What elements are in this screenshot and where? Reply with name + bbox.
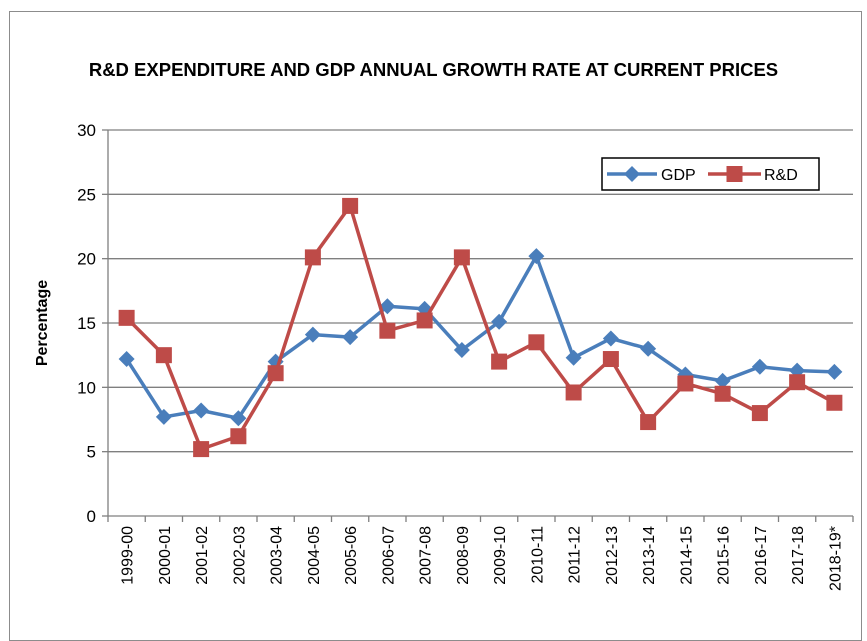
y-tick-label: 30	[77, 121, 96, 140]
data-point-rd	[155, 347, 172, 364]
data-point-gdp	[342, 329, 359, 346]
y-axis-label: Percentage	[34, 280, 51, 366]
data-point-rd	[453, 249, 470, 266]
data-point-rd	[789, 374, 806, 391]
x-tick-label: 2014-15	[678, 526, 695, 585]
data-point-rd	[342, 197, 359, 214]
x-tick-label: 2011-12	[567, 526, 584, 584]
x-tick-label: 2015-16	[716, 526, 733, 585]
series	[118, 197, 843, 458]
x-tick-label: 2001-02	[194, 526, 211, 585]
data-point-gdp	[491, 313, 508, 330]
series-line-rd	[125, 204, 836, 451]
data-point-gdp	[826, 363, 843, 380]
data-point-gdp	[602, 330, 619, 347]
y-tick-label: 15	[77, 314, 96, 333]
legend-item-rd: R&D	[708, 166, 798, 184]
x-tick-label: 2008-09	[455, 526, 472, 585]
x-tick-label: 2010-11	[529, 526, 546, 584]
data-point-rd	[826, 394, 843, 411]
data-point-gdp	[714, 372, 731, 389]
x-tick-label: 2004-05	[306, 526, 323, 585]
data-point-rd	[379, 322, 396, 339]
data-point-gdp	[751, 358, 768, 375]
data-point-gdp	[155, 408, 172, 425]
data-point-gdp	[230, 410, 247, 427]
data-point-rd	[118, 309, 135, 326]
x-tick-labels: 1999-00 2000-01 2001-02 2002-03 2003-04 2004-…	[120, 526, 845, 591]
x-tick-label: 1999-00	[120, 526, 137, 585]
chart-title: R&D EXPENDITURE AND GDP ANNUAL GROWTH RA…	[88, 59, 779, 80]
legend-label-rd: R&D	[764, 167, 798, 184]
y-tick-label: 20	[77, 250, 96, 269]
data-point-rd	[267, 365, 284, 382]
data-point-gdp	[379, 298, 396, 315]
x-tick-label: 2012-13	[604, 526, 621, 585]
data-point-rd	[416, 312, 433, 329]
y-tick-label: 25	[77, 185, 96, 204]
data-point-rd	[677, 375, 694, 392]
data-point-rd	[565, 384, 582, 401]
x-tick-label: 2018-19*	[827, 526, 844, 591]
data-point-rd	[602, 351, 619, 368]
data-point-rd	[230, 428, 247, 445]
data-point-gdp	[453, 342, 470, 359]
data-point-gdp	[528, 248, 545, 265]
series-rd	[118, 197, 843, 458]
data-point-rd	[751, 405, 768, 422]
x-tick-label: 2016-17	[753, 526, 770, 585]
data-point-gdp	[193, 402, 210, 419]
data-point-rd	[304, 249, 321, 266]
legend-marker-rd	[726, 166, 743, 182]
y-tick-labels: 0 5 10 15 20 25 30	[77, 121, 96, 526]
data-point-rd	[528, 334, 545, 351]
y-tick-label: 0	[87, 507, 96, 526]
legend: GDP R&D	[601, 157, 820, 191]
gridlines	[108, 129, 853, 453]
axes	[102, 129, 854, 522]
x-tick-label: 2002-03	[231, 526, 248, 585]
legend-item-gdp: GDP	[607, 166, 696, 184]
data-point-gdp	[565, 349, 582, 366]
x-tick-label: 2006-07	[380, 526, 397, 585]
y-tick-label: 10	[77, 378, 96, 397]
x-tick-label: 2000-01	[157, 526, 174, 585]
x-tick-label: 2003-04	[269, 526, 286, 585]
data-point-rd	[714, 385, 731, 402]
x-tick-label: 2013-14	[641, 526, 658, 585]
x-tick-label: 2007-08	[418, 526, 435, 585]
data-point-rd	[193, 441, 210, 458]
x-tick-label: 2009-10	[492, 526, 509, 585]
data-point-gdp	[304, 326, 321, 343]
legend-marker-gdp	[624, 166, 640, 182]
data-point-gdp	[640, 340, 657, 357]
legend-label-gdp: GDP	[661, 167, 696, 184]
chart-frame	[9, 11, 862, 641]
data-point-rd	[640, 414, 657, 431]
data-point-rd	[491, 353, 508, 370]
x-tick-label: 2017-18	[790, 526, 807, 585]
x-tick-label: 2005-06	[343, 526, 360, 585]
y-tick-label: 5	[87, 443, 96, 462]
data-point-gdp	[118, 351, 135, 368]
